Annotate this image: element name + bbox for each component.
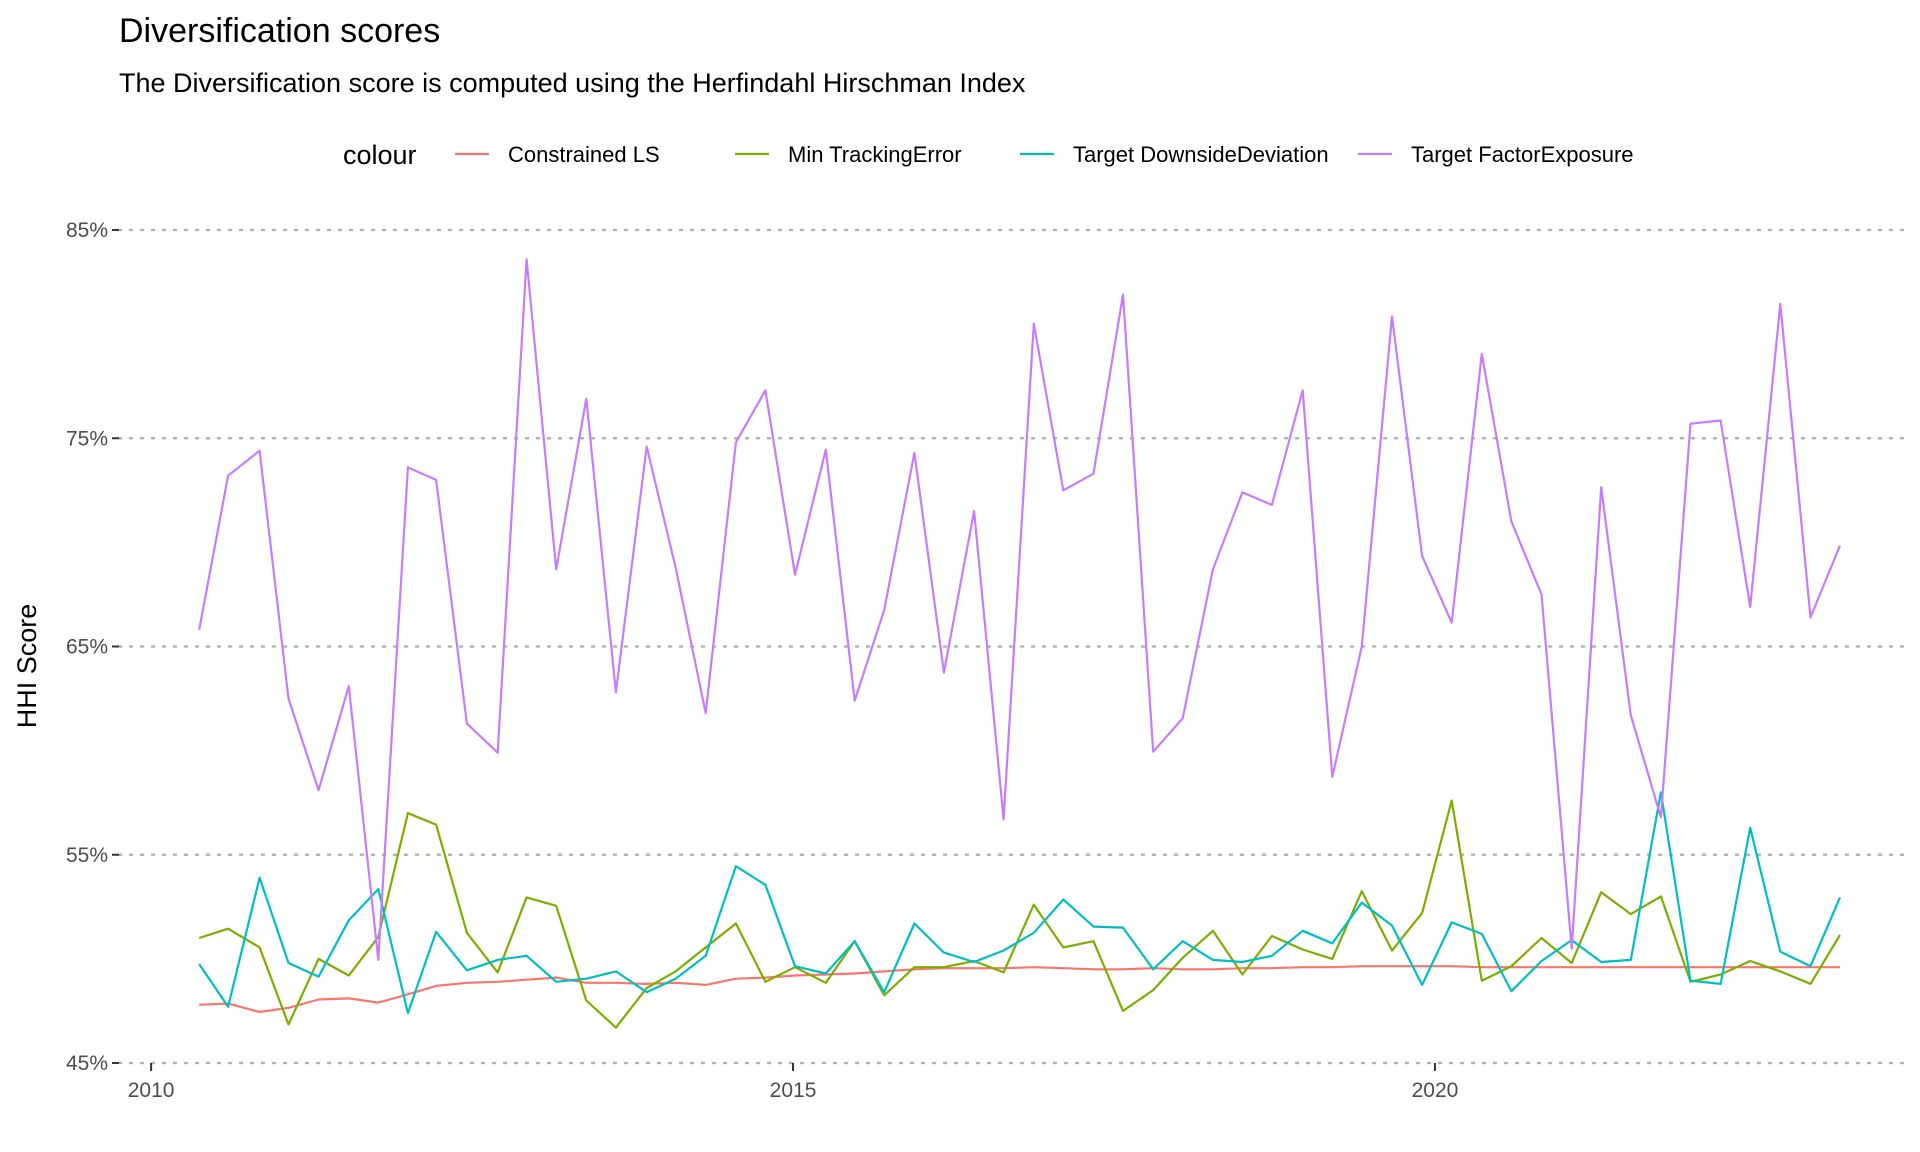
grid xyxy=(117,228,1912,1065)
legend-label-constrained-ls: Constrained LS xyxy=(508,142,660,167)
y-tick-label: 55% xyxy=(66,844,108,867)
series-line-constrained-ls xyxy=(199,965,1840,1014)
y-tick-label: 85% xyxy=(66,219,108,242)
chart-subtitle: The Diversification score is computed us… xyxy=(119,68,1026,98)
x-axis: 2010 2015 2020 xyxy=(128,1063,1459,1102)
legend-label-target-downsidedeviation: Target DownsideDeviation xyxy=(1073,142,1329,167)
legend-label-min-trackingerror: Min TrackingError xyxy=(788,142,962,167)
plot-lines xyxy=(198,258,1842,1029)
legend-label-target-factorexposure: Target FactorExposure xyxy=(1411,142,1634,167)
series-line-min-trackingerror xyxy=(198,799,1841,1029)
y-tick-label: 75% xyxy=(66,427,108,450)
legend-title: colour xyxy=(343,140,417,170)
series-line-target-downsidedeviation xyxy=(198,791,1842,1015)
chart-title: Diversification scores xyxy=(119,12,440,50)
series-line-target-factorexposure xyxy=(198,258,1842,961)
x-tick-label: 2015 xyxy=(770,1079,817,1102)
x-tick-label: 2010 xyxy=(128,1079,175,1102)
x-tick-label: 2020 xyxy=(1412,1079,1459,1102)
y-axis: 45% 55% 65% 75% 85% xyxy=(66,219,119,1075)
y-tick-label: 45% xyxy=(66,1052,108,1075)
legend: colour Constrained LS Min TrackingError Ta… xyxy=(343,140,1634,170)
y-axis-title: HHI Score xyxy=(12,604,42,729)
y-tick-label: 65% xyxy=(66,636,108,659)
